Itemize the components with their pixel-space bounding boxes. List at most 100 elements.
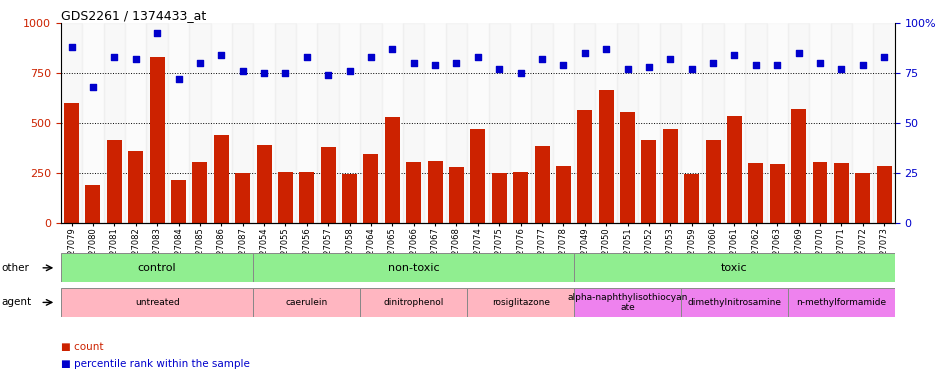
- Point: [320, 72, 335, 78]
- Bar: [317, 23, 339, 223]
- Text: GDS2261 / 1374433_at: GDS2261 / 1374433_at: [61, 9, 206, 22]
- Text: dinitrophenol: dinitrophenol: [383, 298, 444, 307]
- Bar: [61, 253, 253, 282]
- Bar: [424, 23, 446, 223]
- Bar: [574, 23, 595, 223]
- Bar: [809, 23, 830, 223]
- Bar: [534, 146, 548, 223]
- Bar: [659, 23, 680, 223]
- Bar: [702, 23, 723, 223]
- Point: [171, 76, 186, 82]
- Bar: [768, 164, 783, 223]
- Bar: [232, 23, 253, 223]
- Point: [363, 54, 378, 60]
- Bar: [620, 112, 635, 223]
- Bar: [531, 23, 552, 223]
- Text: agent: agent: [2, 297, 32, 308]
- Bar: [616, 23, 637, 223]
- Bar: [427, 161, 442, 223]
- Bar: [253, 288, 359, 317]
- Bar: [683, 174, 698, 223]
- Point: [150, 30, 165, 36]
- Point: [534, 56, 548, 62]
- Point: [406, 60, 421, 66]
- Text: untreated: untreated: [135, 298, 180, 307]
- Text: other: other: [2, 263, 30, 273]
- Point: [555, 62, 570, 68]
- Point: [128, 56, 143, 62]
- Bar: [82, 23, 104, 223]
- Text: rosiglitazone: rosiglitazone: [491, 298, 549, 307]
- Text: alpha-naphthylisothiocyan
ate: alpha-naphthylisothiocyan ate: [567, 293, 687, 312]
- Point: [726, 52, 741, 58]
- Text: caerulein: caerulein: [285, 298, 328, 307]
- Bar: [296, 23, 317, 223]
- Bar: [680, 288, 787, 317]
- Bar: [61, 288, 253, 317]
- Point: [470, 54, 485, 60]
- Bar: [470, 129, 485, 223]
- Bar: [278, 172, 293, 223]
- Bar: [595, 23, 616, 223]
- Bar: [168, 23, 189, 223]
- Bar: [833, 163, 848, 223]
- Bar: [85, 185, 100, 223]
- Point: [833, 66, 848, 72]
- Bar: [787, 288, 894, 317]
- Bar: [402, 23, 424, 223]
- Bar: [359, 23, 381, 223]
- Text: non-toxic: non-toxic: [388, 263, 439, 273]
- Point: [876, 54, 891, 60]
- Bar: [830, 23, 851, 223]
- Text: n-methylformamide: n-methylformamide: [796, 298, 885, 307]
- Bar: [577, 110, 592, 223]
- Point: [213, 52, 228, 58]
- Bar: [766, 23, 787, 223]
- Bar: [552, 23, 574, 223]
- Bar: [339, 23, 359, 223]
- Text: ■ count: ■ count: [61, 342, 103, 352]
- Point: [705, 60, 720, 66]
- Point: [342, 68, 357, 74]
- Bar: [192, 162, 207, 223]
- Bar: [467, 288, 574, 317]
- Bar: [107, 140, 122, 223]
- Bar: [855, 173, 870, 223]
- Bar: [171, 180, 185, 223]
- Bar: [726, 116, 741, 223]
- Bar: [385, 117, 400, 223]
- Bar: [641, 140, 656, 223]
- Bar: [448, 167, 463, 223]
- Point: [107, 54, 122, 60]
- Bar: [381, 23, 402, 223]
- Point: [855, 62, 870, 68]
- Bar: [211, 23, 232, 223]
- Bar: [253, 23, 274, 223]
- Bar: [872, 23, 894, 223]
- Bar: [363, 154, 378, 223]
- Point: [768, 62, 783, 68]
- Bar: [513, 172, 528, 223]
- Bar: [574, 288, 680, 317]
- Text: dimethylnitrosamine: dimethylnitrosamine: [687, 298, 781, 307]
- Bar: [146, 23, 168, 223]
- Bar: [256, 145, 271, 223]
- Bar: [598, 90, 613, 223]
- Point: [448, 60, 463, 66]
- Bar: [509, 23, 531, 223]
- Point: [790, 50, 805, 56]
- Point: [256, 70, 271, 76]
- Bar: [274, 23, 296, 223]
- Point: [278, 70, 293, 76]
- Bar: [446, 23, 467, 223]
- Bar: [574, 253, 894, 282]
- Point: [235, 68, 250, 74]
- Point: [683, 66, 698, 72]
- Bar: [723, 23, 744, 223]
- Point: [662, 56, 677, 62]
- Bar: [320, 147, 335, 223]
- Bar: [744, 23, 766, 223]
- Point: [577, 50, 592, 56]
- Bar: [488, 23, 509, 223]
- Point: [641, 64, 656, 70]
